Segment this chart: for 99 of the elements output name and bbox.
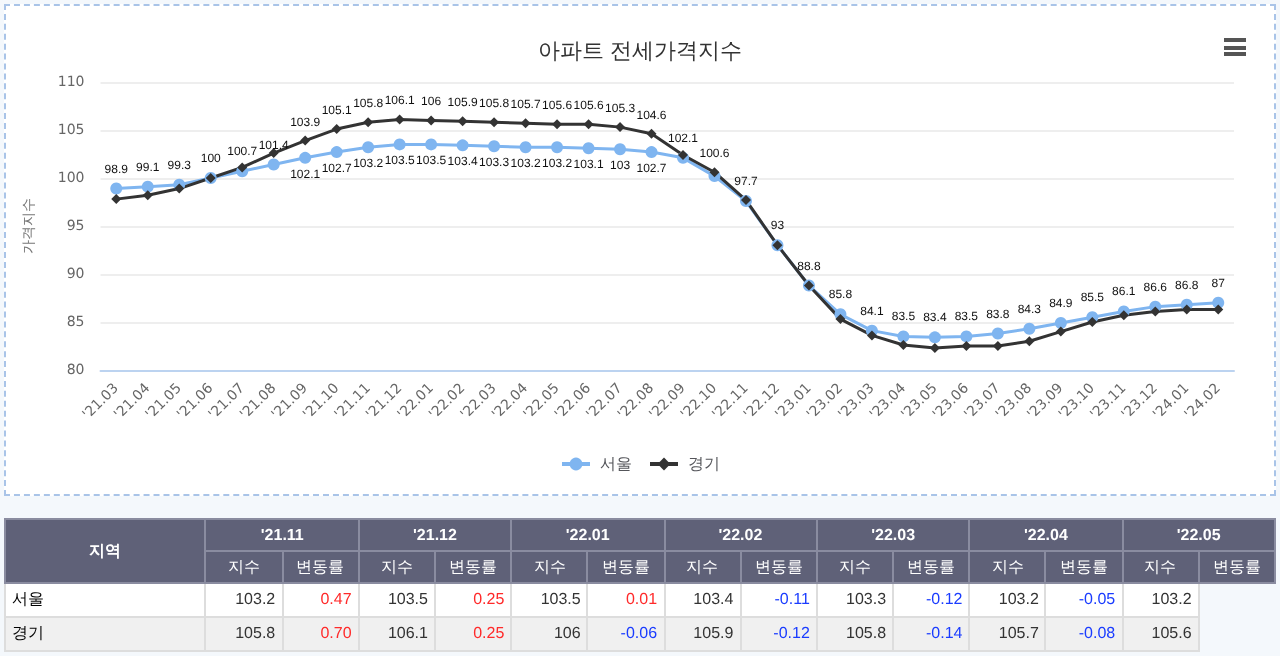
text: '22.03 xyxy=(816,519,970,551)
text: '22.04 xyxy=(969,519,1123,551)
point xyxy=(174,183,185,194)
text: 지수 xyxy=(533,558,566,576)
point xyxy=(1054,316,1067,329)
text: 0.25 xyxy=(434,617,512,651)
text: 106.1 xyxy=(358,617,435,651)
text: 103.4 xyxy=(664,583,741,617)
point xyxy=(1055,326,1066,337)
point xyxy=(394,114,405,125)
text: 변동률 xyxy=(282,551,359,583)
text: 0.01 xyxy=(587,583,665,617)
point xyxy=(866,330,877,341)
point xyxy=(111,194,122,205)
text: 0.25 xyxy=(434,583,512,617)
text: 지수 xyxy=(380,558,413,576)
text: 103.5 xyxy=(511,583,588,617)
point xyxy=(615,122,626,133)
point xyxy=(457,116,468,127)
point xyxy=(1181,304,1192,315)
text: 105.6 xyxy=(1122,617,1199,651)
point xyxy=(110,182,123,195)
text: -0.12 xyxy=(740,617,817,651)
point xyxy=(961,341,972,351)
text: -0.05 xyxy=(1045,583,1123,617)
text: 지수 xyxy=(991,558,1024,576)
point xyxy=(645,146,658,159)
point xyxy=(141,180,154,193)
text: 지수 xyxy=(686,558,719,576)
point xyxy=(583,119,594,130)
point xyxy=(614,143,627,156)
text: 103.2 xyxy=(969,583,1046,617)
point xyxy=(835,314,846,325)
text: 변동률 xyxy=(449,558,498,576)
text: 0.70 xyxy=(282,617,359,651)
chart-title: 아파트 전세가격지수 xyxy=(537,38,743,64)
point xyxy=(520,118,531,129)
text: -0.12 xyxy=(893,583,970,617)
text: 변동률 xyxy=(1060,558,1109,576)
point xyxy=(331,124,342,135)
text: 변동률 xyxy=(754,558,803,576)
text: 변동률 xyxy=(1212,558,1261,576)
text: 지수 xyxy=(838,558,871,576)
point xyxy=(1213,304,1224,315)
point xyxy=(330,146,343,159)
point xyxy=(363,117,374,128)
text: 106 xyxy=(511,617,588,651)
text: 103.2 xyxy=(205,583,283,617)
point xyxy=(299,151,312,164)
text: '21.11 xyxy=(205,519,359,551)
point xyxy=(582,142,595,155)
point xyxy=(519,141,532,154)
point xyxy=(1024,336,1035,347)
text: 경기 xyxy=(5,617,206,651)
text: -0.14 xyxy=(893,617,970,651)
point xyxy=(991,327,1004,340)
point xyxy=(1023,322,1036,335)
point xyxy=(646,128,657,139)
text: 103.3 xyxy=(816,583,894,617)
text: 지수 xyxy=(1144,558,1177,576)
legend-label: 경기 xyxy=(688,455,720,473)
point xyxy=(142,190,153,201)
text: 105.9 xyxy=(664,617,741,651)
point xyxy=(237,162,248,173)
point xyxy=(1118,310,1129,321)
point xyxy=(960,330,973,343)
text: 변동률 xyxy=(907,558,956,576)
text: 변동률 xyxy=(601,558,650,576)
text: '21.12 xyxy=(358,519,512,551)
text: 103.2 xyxy=(1122,583,1199,617)
text: '22.05 xyxy=(1122,519,1275,551)
legend-label: 서울 xyxy=(600,455,632,473)
point xyxy=(897,330,910,343)
point xyxy=(425,138,438,151)
text: 0.47 xyxy=(282,583,359,617)
point xyxy=(267,158,280,171)
point xyxy=(300,135,311,146)
text: 지역 xyxy=(5,519,206,583)
text: -0.08 xyxy=(1045,617,1123,651)
text: -0.06 xyxy=(587,617,665,651)
text: 105.8 xyxy=(816,617,894,651)
point xyxy=(488,140,501,153)
text: 103.5 xyxy=(358,583,435,617)
point xyxy=(898,340,909,351)
text: 105.7 xyxy=(969,617,1046,651)
point xyxy=(1150,306,1161,317)
point xyxy=(1087,317,1098,327)
point xyxy=(362,141,375,154)
point xyxy=(928,331,941,344)
text: '22.02 xyxy=(664,519,817,551)
point xyxy=(456,139,469,152)
point xyxy=(551,141,564,154)
point xyxy=(393,138,406,151)
text: 지수 xyxy=(205,551,283,583)
point xyxy=(709,167,720,178)
text: -0.11 xyxy=(740,583,817,617)
text: '22.01 xyxy=(511,519,665,551)
text: 105.8 xyxy=(205,617,283,651)
text: 서울 xyxy=(5,583,206,617)
